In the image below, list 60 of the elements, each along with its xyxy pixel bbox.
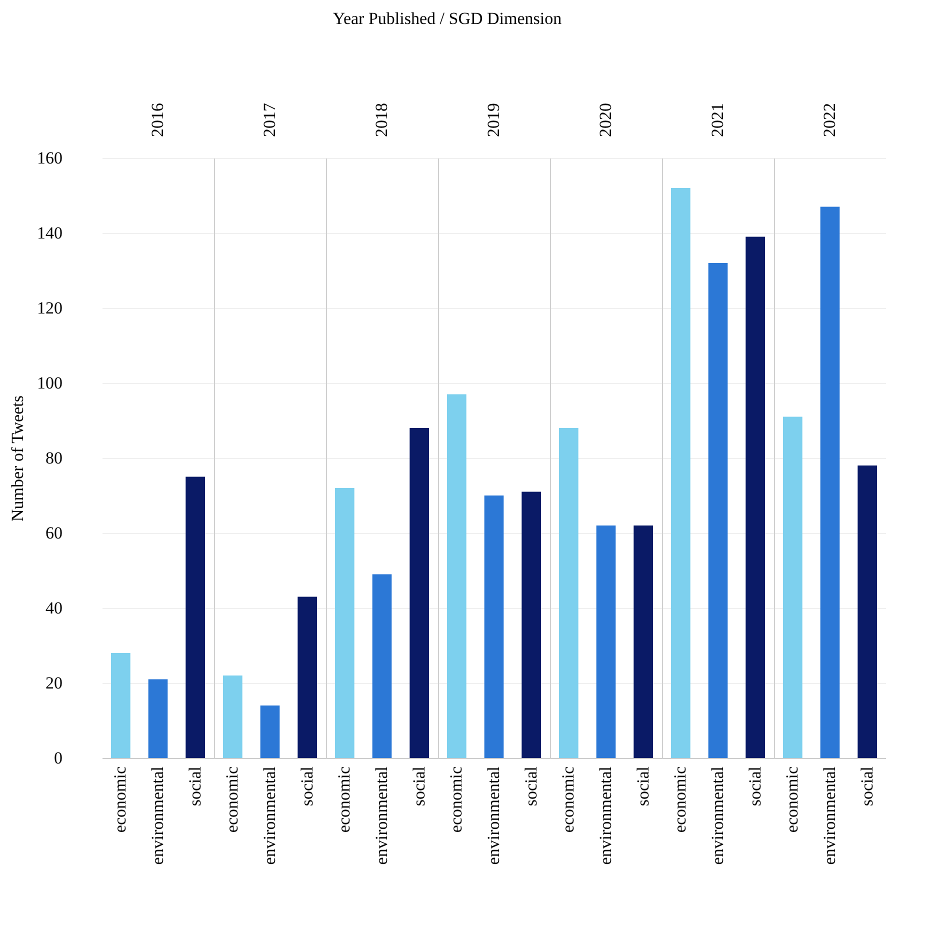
text: social <box>521 766 540 806</box>
y-tick-label: 40 <box>46 598 62 618</box>
text: social <box>297 766 316 806</box>
y-axis-title: Number of Tweets <box>8 396 27 522</box>
bar <box>820 206 840 758</box>
bar <box>522 492 542 758</box>
y-tick-label: 80 <box>46 448 62 468</box>
x-tick-label: 2020 <box>596 103 615 137</box>
bar <box>186 476 206 758</box>
text: social <box>633 766 652 806</box>
bar <box>334 488 354 758</box>
x-tick-label: 2022 <box>820 103 839 137</box>
text: environmental <box>484 766 503 865</box>
text: social <box>409 766 428 806</box>
bar <box>410 428 430 758</box>
x-tick-label: 2021 <box>708 103 727 137</box>
y-tick-label: 20 <box>46 674 62 692</box>
bar <box>148 679 168 758</box>
text: environmental <box>372 766 391 865</box>
bar <box>446 394 466 758</box>
text: economic <box>670 766 690 833</box>
y-tick-label: 0 <box>54 748 62 768</box>
y-tick-label: 160 <box>37 148 62 168</box>
bar <box>746 236 766 758</box>
bar <box>110 653 130 758</box>
bar <box>596 526 616 758</box>
text: environmental <box>820 766 839 865</box>
bar <box>484 496 504 758</box>
text: environmental <box>596 766 615 865</box>
bar <box>670 188 690 758</box>
bar <box>260 706 280 758</box>
y-tick-label: 140 <box>37 224 62 242</box>
bar <box>858 466 878 758</box>
text: economic <box>782 766 802 833</box>
text: environmental <box>708 766 727 865</box>
text: economic <box>558 766 578 833</box>
bar <box>298 596 318 758</box>
text: Year Published / SGD Dimension <box>332 9 562 28</box>
y-tick-label: 100 <box>37 374 62 392</box>
y-tick-label: 60 <box>46 524 62 542</box>
text: social <box>745 766 764 806</box>
bar <box>372 574 392 758</box>
y-tick-label: 120 <box>37 298 62 318</box>
x-tick-label: 2016 <box>148 103 167 137</box>
bar <box>634 526 654 758</box>
text: economic <box>222 766 242 833</box>
x-tick-label: 2018 <box>372 103 391 137</box>
bar <box>558 428 578 758</box>
bar <box>222 676 242 758</box>
x-tick-label: 2017 <box>260 102 279 137</box>
text: environmental <box>260 766 279 865</box>
text: economic <box>446 766 466 833</box>
text: economic <box>110 766 130 833</box>
text: social <box>185 766 204 806</box>
text: environmental <box>148 766 167 865</box>
bar <box>708 263 728 758</box>
text: economic <box>334 766 354 833</box>
text: social <box>857 766 876 806</box>
bar <box>782 416 802 758</box>
x-tick-label: 2019 <box>484 103 503 137</box>
